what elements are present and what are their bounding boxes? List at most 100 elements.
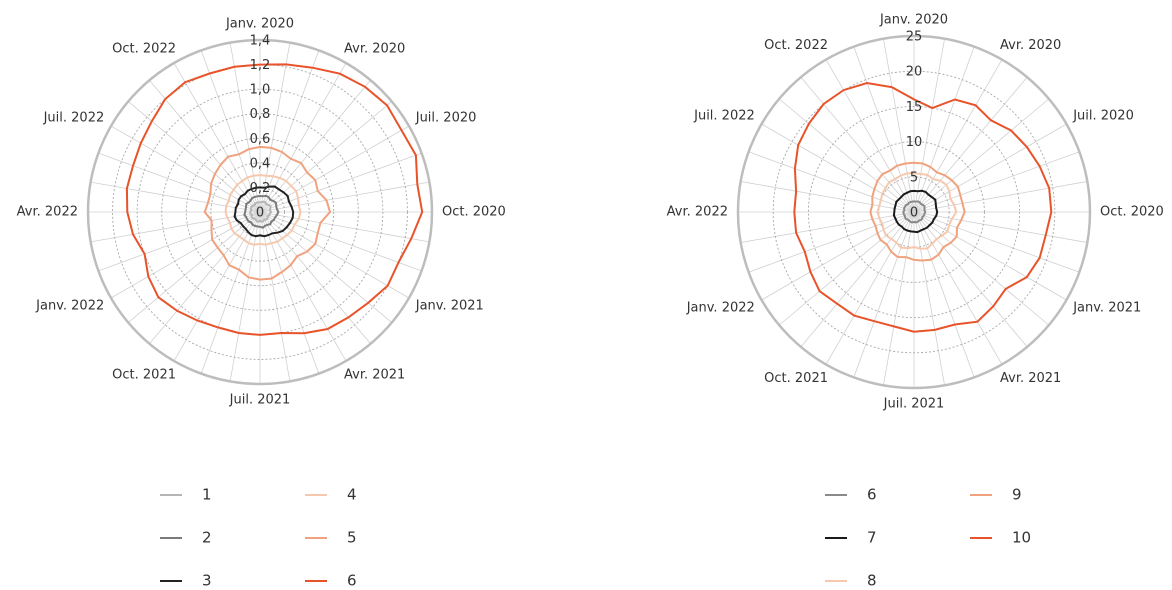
spoke	[149, 79, 261, 213]
spoke	[748, 211, 915, 273]
spoke	[259, 181, 430, 213]
legend-label: 7	[867, 529, 877, 547]
spoke	[259, 211, 410, 299]
category-label: Oct. 2022	[764, 38, 828, 53]
category-label: Avr. 2022	[17, 205, 78, 220]
spoke	[127, 101, 261, 213]
y-tick-label: 10	[906, 135, 923, 150]
spoke	[761, 211, 915, 301]
category-label: Oct. 2021	[764, 371, 828, 386]
spoke	[259, 50, 320, 213]
spoke	[913, 59, 1003, 213]
category-label: Oct. 2020	[442, 205, 506, 220]
spoke	[740, 181, 915, 213]
spoke	[259, 211, 347, 362]
legend-label: 2	[202, 529, 212, 547]
category-label: Oct. 2022	[112, 42, 176, 57]
category-label: Juil. 2021	[883, 397, 945, 412]
category-label: Oct. 2021	[112, 367, 176, 382]
y-tick-label: 0,6	[250, 132, 271, 147]
y-tick-label: 5	[910, 170, 918, 185]
y-tick-label: 1,4	[250, 34, 271, 49]
grid-circle	[161, 113, 359, 311]
spoke	[259, 211, 422, 272]
spoke	[913, 211, 1080, 273]
legend-label: 1	[202, 486, 212, 504]
spoke	[259, 211, 291, 382]
spoke	[853, 46, 915, 213]
spoke	[761, 123, 915, 213]
legend-label: 9	[1012, 486, 1022, 504]
y-tick-label: 1,0	[250, 83, 271, 98]
category-label: Janv. 2022	[35, 299, 104, 314]
y-tick-label: 0	[910, 206, 918, 221]
y-tick-label: 20	[906, 65, 923, 80]
series-line	[892, 189, 939, 234]
category-label: Janv. 2021	[1072, 301, 1141, 316]
series-line	[224, 174, 302, 246]
legend-label: 5	[347, 529, 357, 547]
y-tick-label: 0,8	[250, 107, 271, 122]
series-line	[249, 200, 273, 223]
spoke	[913, 211, 1028, 348]
spoke	[913, 211, 1003, 365]
spoke	[259, 42, 291, 213]
legend-label: 4	[347, 486, 357, 504]
spoke	[913, 123, 1067, 213]
spoke	[98, 152, 261, 213]
spoke	[913, 211, 1050, 326]
spoke	[825, 211, 915, 365]
spoke	[259, 211, 430, 243]
spoke	[229, 211, 261, 382]
spoke	[149, 211, 261, 345]
category-label: Avr. 2021	[1000, 371, 1061, 386]
series-line	[902, 200, 927, 224]
y-tick-label: 25	[906, 30, 923, 45]
category-label: Juil. 2022	[43, 111, 105, 126]
spoke	[98, 211, 261, 272]
grid-circle	[843, 141, 985, 283]
series-line	[243, 194, 280, 229]
spoke	[127, 211, 261, 323]
grid-circle	[185, 137, 335, 287]
spoke	[913, 76, 1028, 213]
series-line	[125, 63, 424, 336]
spoke	[913, 38, 945, 213]
legend-label: 10	[1012, 529, 1031, 547]
category-label: Oct. 2020	[1100, 205, 1164, 220]
category-label: Juil. 2021	[229, 393, 291, 408]
legend-label: 8	[867, 572, 877, 590]
spoke	[259, 125, 410, 213]
category-label: Janv. 2021	[415, 299, 484, 314]
category-label: Avr. 2021	[344, 367, 405, 382]
legend-label: 6	[867, 486, 877, 504]
grid-circle	[772, 70, 1056, 354]
category-label: Janv. 2020	[225, 17, 294, 32]
y-tick-label: 15	[906, 100, 923, 115]
spoke	[110, 211, 261, 299]
y-tick-label: 0,2	[250, 181, 271, 196]
grid-circle	[878, 176, 950, 248]
grid-circle	[112, 64, 408, 360]
spoke	[200, 211, 261, 374]
series-line	[203, 145, 332, 281]
category-label: Juil. 2020	[415, 111, 477, 126]
spoke	[913, 181, 1088, 213]
spoke	[173, 211, 261, 362]
spoke	[913, 211, 975, 378]
spoke	[778, 211, 915, 326]
spoke	[259, 152, 422, 213]
spoke	[748, 151, 915, 213]
category-label: Juil. 2022	[693, 109, 755, 124]
category-label: Avr. 2020	[1000, 38, 1061, 53]
spoke	[259, 211, 371, 345]
grid-circle	[736, 34, 1092, 390]
spoke	[173, 62, 261, 213]
series-line	[876, 172, 958, 250]
spoke	[913, 151, 1080, 213]
grid-circle	[807, 105, 1021, 319]
spoke	[853, 211, 915, 378]
spoke	[740, 211, 915, 243]
